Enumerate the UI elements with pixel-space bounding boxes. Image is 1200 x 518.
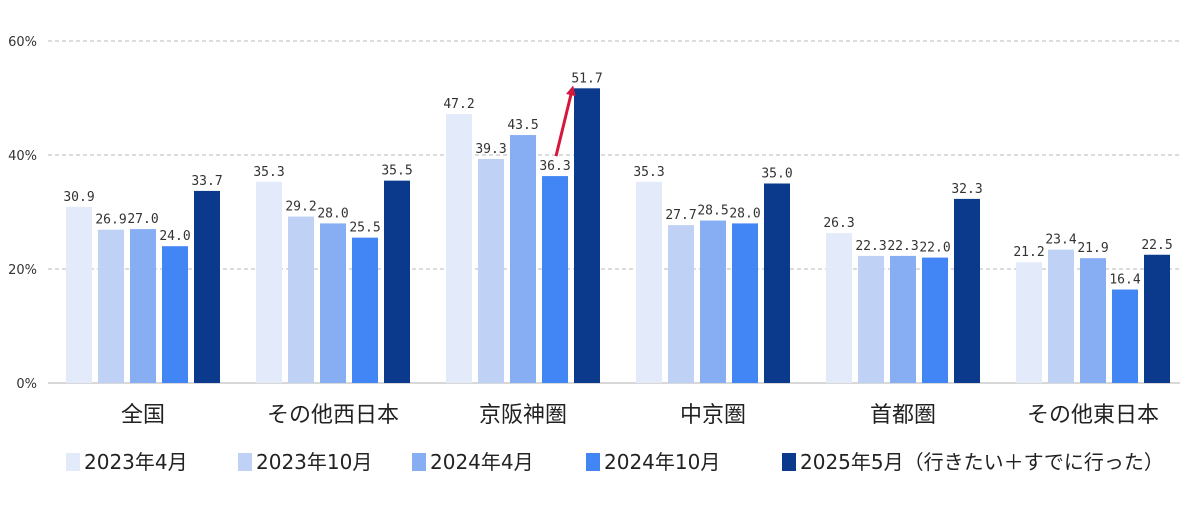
annotation-arrow — [554, 85, 576, 157]
data-label: 28.5 — [697, 204, 728, 219]
bar — [858, 255, 884, 383]
category-label: その他西日本 — [267, 403, 399, 428]
data-label: 35.5 — [381, 164, 412, 179]
legend-swatch — [238, 453, 252, 471]
annotation — [554, 85, 576, 157]
data-label: 35.3 — [633, 165, 664, 180]
data-label: 29.2 — [285, 200, 316, 215]
bar — [1112, 289, 1138, 383]
bar — [954, 198, 980, 383]
data-label: 26.9 — [95, 213, 126, 228]
data-label: 51.7 — [571, 71, 602, 86]
category-label: その他東日本 — [1027, 403, 1159, 428]
legend-entry: 2025年5月（行きたい＋すでに行った） — [800, 450, 1164, 474]
bar — [130, 229, 156, 383]
bar — [1016, 262, 1042, 383]
bar — [256, 181, 282, 383]
data-label: 22.3 — [887, 239, 918, 254]
legend-swatch — [66, 453, 80, 471]
bar — [636, 181, 662, 383]
category-label: 中京圏 — [680, 403, 746, 428]
data-label: 28.0 — [729, 206, 760, 221]
bar — [732, 223, 758, 383]
bar — [890, 255, 916, 383]
y-axis: 0% 20% 40% 60% — [8, 35, 37, 392]
bar — [162, 246, 188, 383]
bar — [194, 190, 220, 383]
category-label: 京阪神圏 — [479, 403, 567, 428]
bar — [1144, 254, 1170, 383]
y-tick-label: 60% — [8, 35, 37, 50]
gridlines — [48, 40, 1180, 384]
data-label: 32.3 — [951, 182, 982, 197]
data-label: 23.4 — [1045, 233, 1076, 248]
bar — [764, 183, 790, 383]
data-label: 35.0 — [761, 167, 792, 182]
data-label: 28.0 — [317, 206, 348, 221]
legend-entry: 2023年10月 — [256, 450, 372, 474]
data-label: 35.3 — [253, 165, 284, 180]
data-label: 16.4 — [1109, 273, 1140, 288]
bar — [574, 88, 600, 383]
bar — [446, 113, 472, 384]
bar — [700, 220, 726, 383]
category-label: 全国 — [121, 403, 165, 428]
bar — [1048, 249, 1074, 383]
bar — [66, 206, 92, 383]
bar — [384, 180, 410, 383]
bar — [320, 223, 346, 383]
bar — [352, 237, 378, 383]
legend-entry: 2024年10月 — [604, 450, 720, 474]
data-label: 47.2 — [443, 97, 474, 112]
x-axis: 全国 その他西日本 京阪神圏 中京圏 首都圏 その他東日本 — [121, 403, 1159, 428]
data-label: 27.7 — [665, 208, 696, 223]
data-label: 33.7 — [191, 174, 222, 189]
data-label: 39.3 — [475, 142, 506, 157]
legend-swatch — [782, 453, 796, 471]
data-label: 22.5 — [1141, 238, 1172, 253]
data-labels: 30.926.9 27.024.033.735.329.2 28.025.535.5… — [63, 71, 1172, 287]
bar — [922, 257, 948, 383]
data-label: 26.3 — [823, 216, 854, 231]
data-label: 25.5 — [349, 221, 380, 236]
legend-entry: 2024年4月 — [430, 450, 534, 474]
y-tick-label: 20% — [8, 263, 37, 278]
data-label: 24.0 — [159, 229, 190, 244]
bar — [668, 225, 694, 383]
legend-entry: 2023年4月 — [84, 450, 188, 474]
legend-swatch — [412, 453, 426, 471]
legend-swatch — [586, 453, 600, 471]
y-tick-label: 40% — [8, 149, 37, 164]
bar — [1080, 258, 1106, 383]
bar — [542, 176, 568, 383]
y-tick-label: 0% — [16, 377, 37, 392]
bar — [510, 135, 536, 383]
data-label: 27.0 — [127, 212, 158, 227]
data-label: 30.9 — [63, 190, 94, 205]
data-label: 43.5 — [507, 118, 538, 133]
category-label: 首都圏 — [870, 403, 936, 428]
data-label: 22.0 — [919, 241, 950, 256]
data-label: 22.3 — [855, 239, 886, 254]
bar — [98, 229, 124, 383]
bars — [66, 88, 1170, 384]
data-label: 21.2 — [1013, 245, 1044, 260]
legend: 2023年4月 2023年10月 2024年4月 2024年10月 2025年5月（行き… — [66, 450, 1164, 474]
data-label: 36.3 — [539, 159, 570, 174]
bar — [478, 158, 504, 383]
data-label: 21.9 — [1077, 241, 1108, 256]
bar — [826, 233, 852, 383]
bar — [288, 216, 314, 383]
